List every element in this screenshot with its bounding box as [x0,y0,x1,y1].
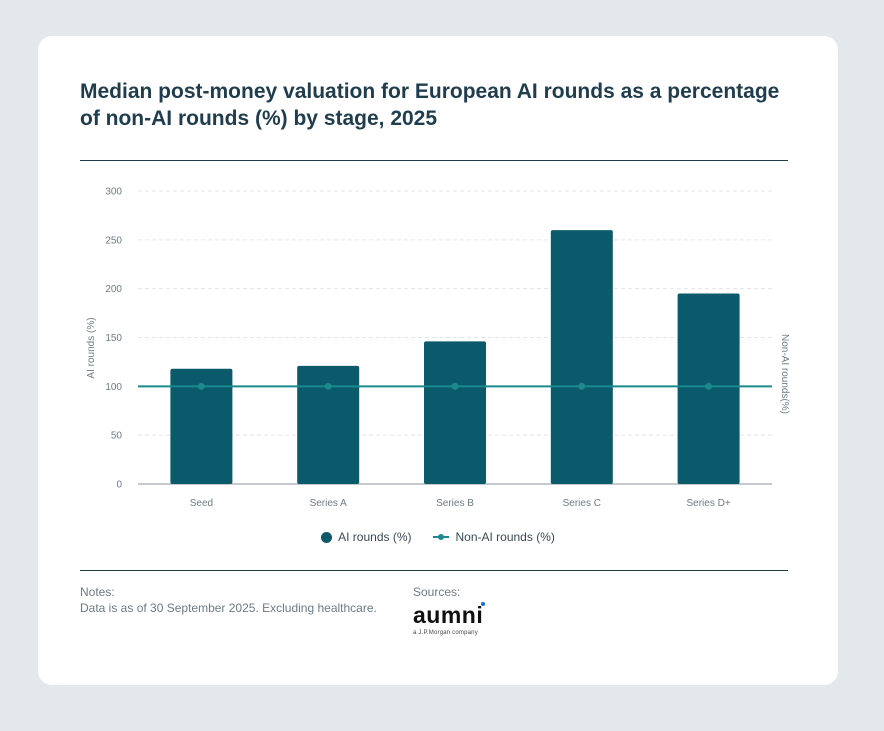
y-tick-label: 300 [105,187,122,198]
y-axis-ticks: 0 50 100 150 200 250 300 [105,187,122,491]
x-tick-label: Series A [310,498,348,509]
bar-ai-rounds [550,230,613,484]
y-tick-label: 200 [105,284,122,295]
logo-dot [481,602,486,606]
y-axis-label: AI rounds (%) [86,317,97,378]
y-tick-label: 50 [111,431,123,442]
notes-text: Data is as of 30 September 2025. Excludi… [80,601,377,615]
y-tick-label: 100 [105,382,122,393]
bar-ai-rounds [297,365,360,484]
sources-label: Sources: [413,585,461,599]
bar-ai-rounds [424,341,486,484]
chart-card: Median post-money valuation for European… [38,36,838,685]
non-ai-point [578,382,586,390]
top-divider [80,160,788,161]
x-tick-label: Series C [563,498,601,509]
logo-wordmark: aumni [413,602,486,628]
legend-marker-ai [321,531,333,543]
bars [170,230,740,484]
legend-item-nonai: Non-AI rounds (%) [433,530,555,544]
x-tick-label: Series B [436,498,474,509]
non-ai-point [451,382,459,390]
legend-item-ai: AI rounds (%) [321,530,411,544]
legend-marker-nonai [433,534,450,540]
x-axis-ticks: Seed Series A Series B Series C Series D+ [190,498,731,509]
chart-legend: AI rounds (%) Non-AI rounds (%) [38,530,838,544]
x-tick-label: Seed [190,498,213,509]
bar-ai-rounds [170,368,233,484]
logo-subtitle: a J.P.Morgan company [413,630,478,636]
notes-label: Notes: [80,585,115,599]
legend-label-nonai: Non-AI rounds (%) [455,530,555,544]
non-ai-line [138,382,772,390]
chart-title: Median post-money valuation for European… [80,80,780,130]
y-tick-label: 150 [105,333,122,344]
logo-text: aumni [413,602,484,628]
x-tick-label: Series D+ [687,498,731,509]
y-tick-label: 250 [105,235,122,246]
bottom-divider [80,570,788,571]
non-ai-point [705,382,713,390]
y-axis-label-right: Non-AI rounds(%) [779,334,790,414]
non-ai-point [324,382,332,390]
y-tick-label: 0 [116,480,122,491]
non-ai-point [197,382,205,390]
legend-label-ai: AI rounds (%) [338,530,412,544]
aumni-logo: aumni a J.P.Morgan company [413,602,503,642]
